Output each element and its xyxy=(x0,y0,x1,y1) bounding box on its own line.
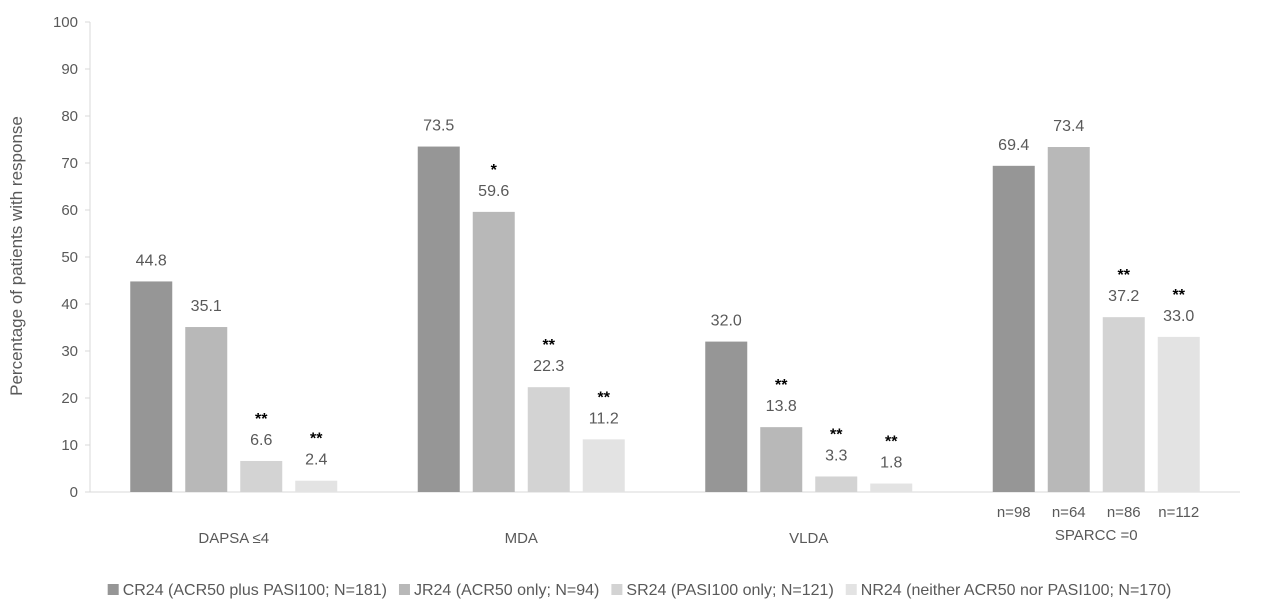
legend-item: NR24 (neither ACR50 nor PASI100; N=170) xyxy=(845,582,1172,599)
data-label: 73.4 xyxy=(1053,118,1084,135)
legend-label: NR24 (neither ACR50 nor PASI100; N=170) xyxy=(861,582,1172,599)
sample-size-label: n=64 xyxy=(1052,504,1086,521)
bar xyxy=(295,480,338,492)
bar xyxy=(1157,336,1200,492)
y-tick-label: 80 xyxy=(61,108,78,125)
bars xyxy=(130,146,1200,493)
significance-marker: ** xyxy=(1173,287,1186,304)
bar xyxy=(1102,317,1145,492)
significance-marker: ** xyxy=(310,431,323,448)
legend-swatch xyxy=(398,584,410,595)
legend-item: SR24 (PASI100 only; N=121) xyxy=(611,582,834,599)
bar xyxy=(1047,147,1090,492)
data-label: 6.6 xyxy=(250,432,272,449)
category-label: DAPSA ≤4 xyxy=(198,530,269,547)
significance-marker: ** xyxy=(1118,267,1131,284)
bar xyxy=(130,281,173,492)
data-label: 2.4 xyxy=(305,452,327,469)
category-labels: DAPSA ≤4 MDA VLDA n=98 n=64 n=86 n=112 SPARCC =… xyxy=(198,504,1199,547)
legend-label: SR24 (PASI100 only; N=121) xyxy=(626,582,833,599)
significance-marker: ** xyxy=(598,389,611,406)
y-tick-label: 40 xyxy=(61,296,78,313)
y-ticks: 0 10 20 30 40 50 60 70 80 90 100 xyxy=(53,14,90,501)
bar xyxy=(527,387,570,492)
y-axis-title: Percentage of patients with response xyxy=(7,116,26,396)
significance-marker: * xyxy=(491,162,498,179)
bar xyxy=(240,460,283,492)
legend-label: CR24 (ACR50 plus PASI100; N=181) xyxy=(123,582,387,599)
data-label: 44.8 xyxy=(136,252,167,269)
bar xyxy=(472,211,515,492)
data-label: 32.0 xyxy=(711,313,742,330)
category-label: VLDA xyxy=(789,530,828,547)
legend-label: JR24 (ACR50 only; N=94) xyxy=(414,582,599,599)
data-label: 59.6 xyxy=(478,183,509,200)
legend-item: JR24 (ACR50 only; N=94) xyxy=(398,582,599,599)
bar xyxy=(992,165,1035,492)
y-tick-label: 90 xyxy=(61,61,78,78)
data-label: 1.8 xyxy=(880,455,902,472)
legend: CR24 (ACR50 plus PASI100; N=181) JR24 (AC… xyxy=(107,582,1172,599)
bar xyxy=(815,476,858,492)
data-label: 33.0 xyxy=(1163,308,1194,325)
y-tick-label: 10 xyxy=(61,437,78,454)
y-tick-label: 50 xyxy=(61,249,78,266)
y-tick-label: 0 xyxy=(70,484,78,501)
significance-marker: ** xyxy=(543,337,556,354)
bar xyxy=(582,439,625,492)
sample-size-label: n=86 xyxy=(1107,504,1141,521)
data-label: 37.2 xyxy=(1108,288,1139,305)
bar xyxy=(870,483,913,492)
data-label: 22.3 xyxy=(533,358,564,375)
bar xyxy=(705,341,748,492)
y-tick-label: 70 xyxy=(61,155,78,172)
significance-marker: ** xyxy=(775,377,788,394)
data-label: 3.3 xyxy=(825,447,847,464)
sample-size-label: n=98 xyxy=(997,504,1031,521)
significance-marker: ** xyxy=(255,411,268,428)
data-labels: 44.8 35.1 6.6 ** 2.4 ** 73.5 59.6 * 22.3 ** 11.2 ** 3… xyxy=(136,118,1195,472)
y-tick-label: 100 xyxy=(53,14,78,31)
legend-swatch xyxy=(107,584,119,595)
y-tick-label: 20 xyxy=(61,390,78,407)
legend-item: CR24 (ACR50 plus PASI100; N=181) xyxy=(107,582,387,599)
data-label: 73.5 xyxy=(423,118,454,135)
bar xyxy=(760,427,803,492)
category-label: SPARCC =0 xyxy=(1055,527,1138,544)
data-label: 69.4 xyxy=(998,137,1029,154)
legend-swatch xyxy=(845,584,857,595)
legend-swatch xyxy=(611,584,623,595)
sample-size-label: n=112 xyxy=(1158,504,1199,521)
data-label: 13.8 xyxy=(766,398,797,415)
bar xyxy=(417,146,460,493)
bar xyxy=(185,327,228,492)
category-label: MDA xyxy=(505,530,538,547)
data-label: 11.2 xyxy=(589,410,619,427)
significance-marker: ** xyxy=(885,434,898,451)
y-tick-label: 60 xyxy=(61,202,78,219)
significance-marker: ** xyxy=(830,426,843,443)
y-tick-label: 30 xyxy=(61,343,78,360)
data-label: 35.1 xyxy=(191,298,222,315)
